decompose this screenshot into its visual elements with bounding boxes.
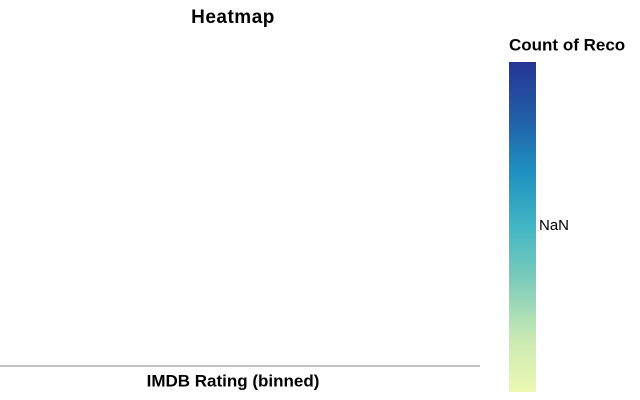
- chart-title: Heatmap: [191, 7, 275, 28]
- legend-title: Count of Reco: [509, 35, 625, 54]
- x-axis-label: IMDB Rating (binned): [147, 371, 320, 390]
- color-bar: [509, 62, 536, 392]
- legend-tick-label: NaN: [539, 217, 569, 234]
